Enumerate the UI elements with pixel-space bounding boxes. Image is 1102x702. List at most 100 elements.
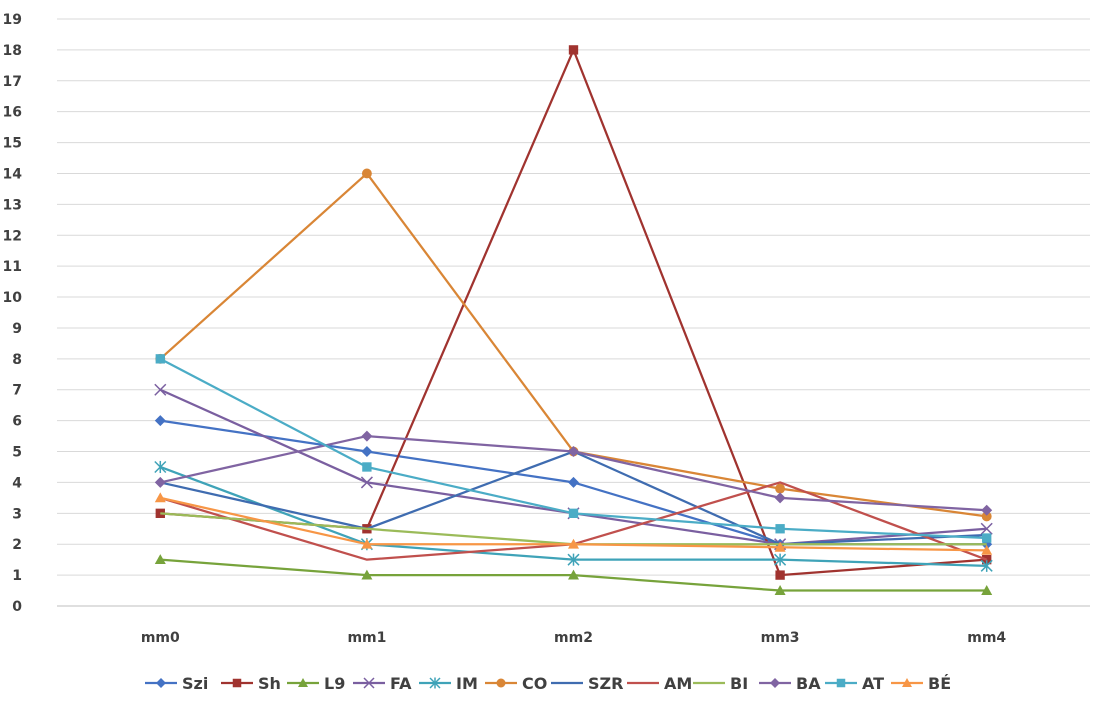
legend-label: SZR xyxy=(588,674,623,693)
legend-item-im: IM xyxy=(419,674,478,693)
series-line xyxy=(160,450,987,546)
legend-item-at: AT xyxy=(825,674,884,693)
diamond-marker xyxy=(361,446,373,458)
triangle-marker xyxy=(154,554,166,565)
legend-label: BI xyxy=(730,674,748,693)
y-tick-label: 9 xyxy=(12,321,22,337)
star-marker xyxy=(980,559,993,572)
series-group xyxy=(154,45,993,595)
triangle-marker xyxy=(361,569,373,580)
square-marker xyxy=(775,524,785,534)
series-co xyxy=(155,168,992,522)
y-tick-label: 13 xyxy=(3,197,22,213)
triangle-marker xyxy=(774,585,786,595)
legend-label: BÉ xyxy=(928,674,951,693)
series-ba xyxy=(154,430,993,516)
square-marker xyxy=(836,678,846,688)
x-tick-label: mm0 xyxy=(141,630,180,646)
y-tick-label: 1 xyxy=(12,568,22,584)
x-axis-ticks: mm0 mm1 mm2 mm3 mm4 xyxy=(141,630,1007,646)
legend-label: AM xyxy=(664,674,692,693)
legend-label: Sh xyxy=(258,674,281,693)
x-tick-label: mm2 xyxy=(554,630,593,646)
legend-label: BA xyxy=(796,674,821,693)
diamond-marker xyxy=(981,504,993,516)
legend-label: FA xyxy=(390,674,412,693)
series-line xyxy=(159,172,987,518)
y-tick-label: 19 xyxy=(3,12,22,28)
square-marker xyxy=(568,45,579,55)
y-tick-label: 18 xyxy=(3,43,22,59)
triangle-marker xyxy=(154,492,166,503)
legend-item-bé: BÉ xyxy=(891,674,951,693)
x-tick-label: mm3 xyxy=(761,630,800,646)
square-marker xyxy=(775,570,785,580)
y-tick-label: 2 xyxy=(12,537,22,553)
circle-marker xyxy=(775,483,786,494)
legend-item-szr: SZR xyxy=(551,674,623,693)
diamond-marker xyxy=(774,492,786,504)
y-tick-label: 8 xyxy=(12,352,22,368)
legend-item-bi: BI xyxy=(693,674,748,693)
diamond-marker xyxy=(770,678,780,688)
y-tick-label: 10 xyxy=(3,290,23,306)
diamond-marker xyxy=(156,678,166,688)
series-line xyxy=(160,48,987,577)
square-marker xyxy=(982,533,992,543)
legend-item-l9: L9 xyxy=(287,674,345,693)
x-tick-label: mm1 xyxy=(347,630,386,646)
y-tick-label: 5 xyxy=(12,445,22,461)
star-marker xyxy=(154,460,167,474)
series-line xyxy=(159,388,987,546)
y-tick-label: 4 xyxy=(12,475,22,491)
star-marker xyxy=(429,677,441,689)
legend-label: CO xyxy=(522,674,547,693)
x-marker xyxy=(360,476,373,489)
circle-marker xyxy=(981,511,992,522)
star-marker xyxy=(567,553,580,566)
triangle-marker xyxy=(981,585,993,595)
legend-label: Szi xyxy=(182,674,208,693)
y-tick-label: 17 xyxy=(3,74,22,90)
y-tick-label: 6 xyxy=(12,414,22,430)
star-marker xyxy=(774,553,787,566)
series-im xyxy=(154,460,993,572)
series-l9 xyxy=(154,554,993,595)
triangle-marker xyxy=(361,538,373,549)
x-marker xyxy=(980,522,993,535)
diamond-marker xyxy=(154,476,166,488)
square-marker xyxy=(568,508,579,518)
square-marker xyxy=(362,462,372,472)
circle-marker xyxy=(361,168,372,179)
square-marker xyxy=(155,354,165,364)
legend-label: IM xyxy=(456,674,478,693)
y-tick-label: 7 xyxy=(12,383,22,399)
legend-item-fa: FA xyxy=(353,674,412,693)
y-tick-label: 0 xyxy=(12,599,22,615)
y-tick-label: 12 xyxy=(3,228,22,244)
x-marker xyxy=(154,383,167,396)
legend-item-sh: Sh xyxy=(221,674,281,693)
series-bé xyxy=(154,492,993,555)
triangle-marker xyxy=(568,569,579,580)
y-tick-label: 14 xyxy=(3,166,23,182)
diamond-marker xyxy=(568,476,579,488)
y-tick-label: 16 xyxy=(3,105,22,121)
legend-item-ba: BA xyxy=(759,674,821,693)
circle-marker xyxy=(496,678,506,688)
diamond-marker xyxy=(361,430,373,442)
triangle-marker xyxy=(981,544,993,555)
legend-label: AT xyxy=(862,674,884,693)
y-tick-label: 15 xyxy=(3,136,22,152)
diamond-marker xyxy=(154,415,166,427)
legend-item-co: CO xyxy=(485,674,547,693)
x-tick-label: mm4 xyxy=(967,630,1006,646)
y-tick-label: 3 xyxy=(12,506,22,522)
triangle-marker xyxy=(298,678,308,687)
diamond-marker xyxy=(568,446,579,458)
square-marker xyxy=(232,678,242,688)
legend-item-szi: Szi xyxy=(145,674,208,693)
